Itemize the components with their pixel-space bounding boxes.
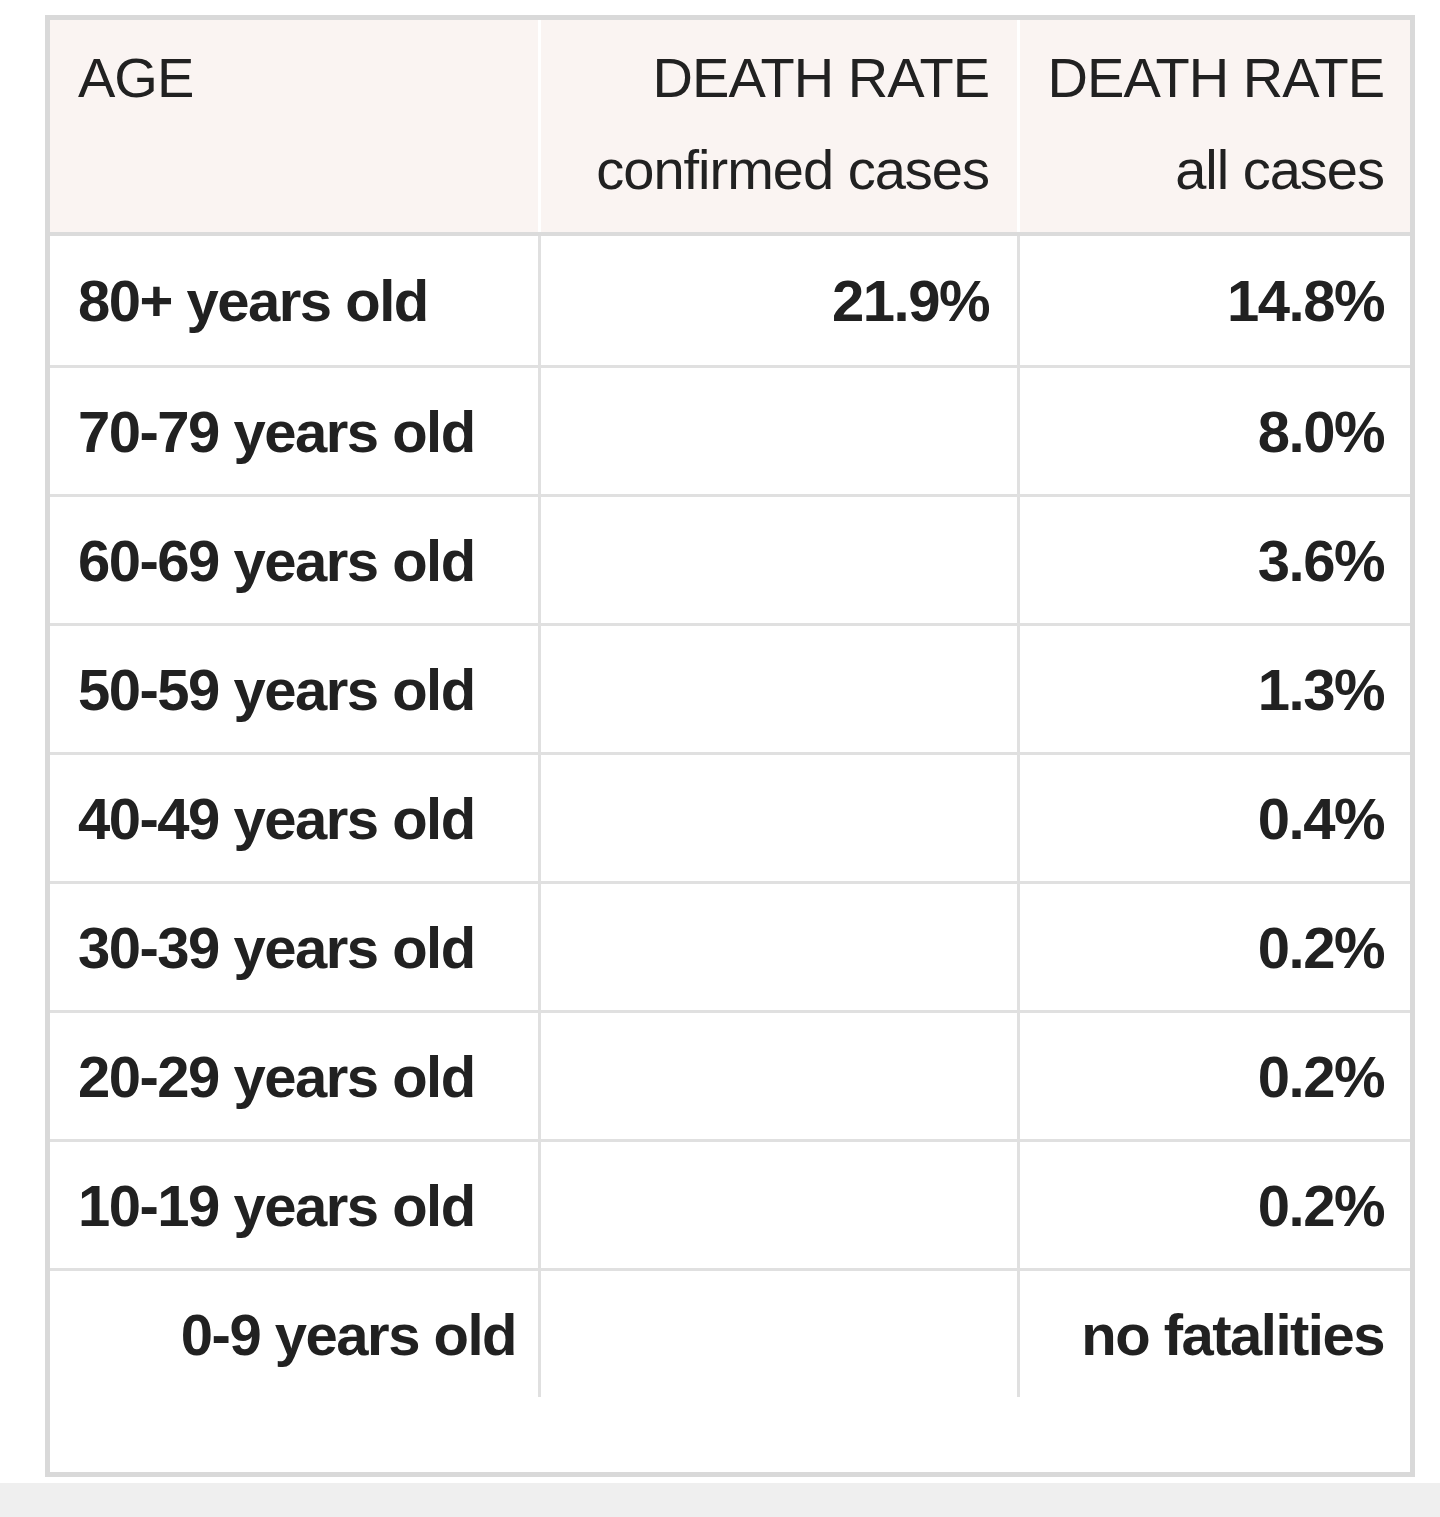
page-background-strip (0, 1483, 1440, 1517)
death-rate-confirmed-cell (538, 884, 1017, 1010)
table-row: 60-69 years old 3.6% (50, 494, 1410, 623)
header-confirmed-line1: DEATH RATE (541, 32, 989, 124)
death-rate-table: AGE DEATH RATE confirmed cases DEATH RAT… (45, 15, 1415, 1477)
death-rate-confirmed-cell (538, 1142, 1017, 1268)
age-cell: 60-69 years old (50, 497, 538, 623)
age-cell: 40-49 years old (50, 755, 538, 881)
death-rate-confirmed-cell (538, 497, 1017, 623)
header-all-line2: all cases (1020, 124, 1384, 216)
age-cell: 30-39 years old (50, 884, 538, 1010)
header-confirmed-line2: confirmed cases (541, 124, 989, 216)
death-rate-confirmed-cell (538, 1271, 1017, 1397)
death-rate-confirmed-cell (538, 368, 1017, 494)
table-row: 10-19 years old 0.2% (50, 1139, 1410, 1268)
header-cell-age: AGE (50, 20, 538, 232)
death-rate-all-cases-cell: 8.0% (1017, 368, 1410, 494)
age-cell: 0-9 years old (50, 1271, 538, 1397)
death-rate-confirmed-cell (538, 755, 1017, 881)
table-row: 20-29 years old 0.2% (50, 1010, 1410, 1139)
table-empty-footer-area (50, 1397, 1410, 1472)
table-row: 80+ years old 21.9% 14.8% (50, 236, 1410, 365)
table-row: 30-39 years old 0.2% (50, 881, 1410, 1010)
age-cell: 50-59 years old (50, 626, 538, 752)
age-cell: 70-79 years old (50, 368, 538, 494)
death-rate-all-cases-cell: 0.4% (1017, 755, 1410, 881)
header-age-label: AGE (78, 32, 538, 124)
death-rate-all-cases-cell: no fatalities (1017, 1271, 1410, 1397)
age-cell: 80+ years old (50, 236, 538, 365)
death-rate-confirmed-cell: 21.9% (538, 236, 1017, 365)
table-row: 50-59 years old 1.3% (50, 623, 1410, 752)
header-cell-death-rate-confirmed: DEATH RATE confirmed cases (538, 20, 1017, 232)
death-rate-confirmed-cell (538, 626, 1017, 752)
table-row: 40-49 years old 0.4% (50, 752, 1410, 881)
death-rate-all-cases-cell: 0.2% (1017, 884, 1410, 1010)
death-rate-all-cases-cell: 0.2% (1017, 1013, 1410, 1139)
death-rate-all-cases-cell: 14.8% (1017, 236, 1410, 365)
death-rate-all-cases-cell: 3.6% (1017, 497, 1410, 623)
death-rate-all-cases-cell: 1.3% (1017, 626, 1410, 752)
death-rate-confirmed-cell (538, 1013, 1017, 1139)
death-rate-all-cases-cell: 0.2% (1017, 1142, 1410, 1268)
table-body: 80+ years old 21.9% 14.8% 70-79 years ol… (50, 236, 1410, 1397)
age-cell: 10-19 years old (50, 1142, 538, 1268)
table-header-row: AGE DEATH RATE confirmed cases DEATH RAT… (50, 20, 1410, 236)
age-cell: 20-29 years old (50, 1013, 538, 1139)
table-row: 0-9 years old no fatalities (50, 1268, 1410, 1397)
table-row: 70-79 years old 8.0% (50, 365, 1410, 494)
header-all-line1: DEATH RATE (1020, 32, 1384, 124)
header-cell-death-rate-all: DEATH RATE all cases (1017, 20, 1410, 232)
